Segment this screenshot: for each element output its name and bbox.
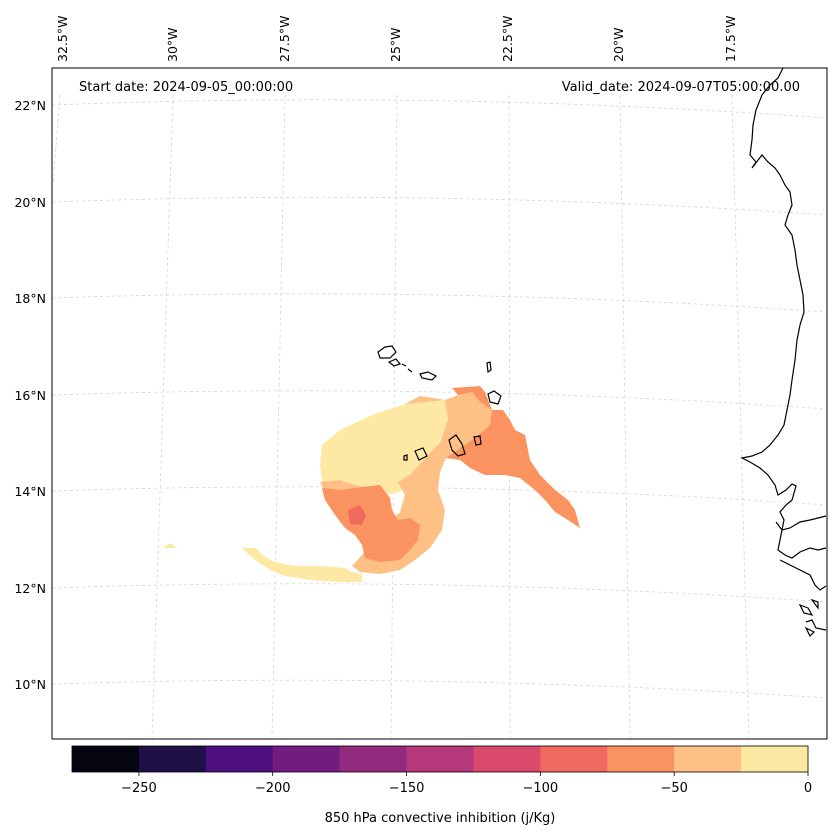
coast-guinea-bissau xyxy=(775,521,827,559)
colorbar-swatch xyxy=(607,746,675,772)
longitude-labels: 32.5°W 30°W 27.5°W 25°W 22.5°W 20°W 17.5… xyxy=(55,16,738,62)
lon-label: 20°W xyxy=(611,27,626,62)
meridian-22-5w xyxy=(508,94,511,740)
coast-sierra-leone xyxy=(804,619,827,638)
latitude-labels: 22°N 20°N 18°N 16°N 14°N 12°N 10°N xyxy=(14,98,46,692)
lat-label: 14°N xyxy=(14,484,46,499)
cabo-verde-fogo xyxy=(414,447,428,461)
african-coastline xyxy=(740,67,827,531)
meridian-27-5w xyxy=(271,94,286,740)
colorbar-swatch xyxy=(540,746,608,772)
meridian-20w xyxy=(619,94,631,740)
valid-date-annotation: Valid_date: 2024-09-07T05:00:00.00 xyxy=(562,80,800,95)
lat-label: 22°N xyxy=(14,98,46,113)
cabo-verde-santiago xyxy=(448,434,466,457)
lon-label: 25°W xyxy=(388,27,403,62)
graticule xyxy=(51,94,828,740)
cabo-verde-maio xyxy=(473,435,482,446)
lat-label: 20°N xyxy=(14,195,46,210)
contour-fill-0-to-25-speck xyxy=(163,543,177,548)
colorbar-tick-label: −150 xyxy=(389,781,425,796)
cin-contours xyxy=(163,386,580,582)
colorbar-swatch xyxy=(205,746,274,772)
coast-guinea xyxy=(779,559,827,591)
lon-label: 17.5°W xyxy=(723,16,738,62)
colorbar-swatch xyxy=(339,746,408,772)
lon-label: 32.5°W xyxy=(55,16,70,62)
cabo-verde-brava xyxy=(403,454,408,461)
lat-label: 12°N xyxy=(14,581,46,596)
meridian-30w xyxy=(151,94,174,740)
coastlines xyxy=(377,67,827,638)
colorbar-tick-label: −250 xyxy=(121,781,157,796)
parallel-12n xyxy=(51,583,828,603)
parallel-14n xyxy=(51,486,828,506)
cabo-verde-sao-nicolau-main xyxy=(419,371,438,381)
colorbar-tick-label: −200 xyxy=(255,781,291,796)
colorbar-swatches xyxy=(72,746,809,772)
parallel-16n xyxy=(51,390,828,410)
lon-label: 30°W xyxy=(165,27,180,62)
colorbar-ticks: −250 −200 −150 −100 −50 0 xyxy=(121,772,812,796)
contour-fill-0-to-25-tail xyxy=(242,548,362,582)
colorbar-swatch xyxy=(741,746,809,772)
lat-label: 18°N xyxy=(14,291,46,306)
parallel-18n xyxy=(51,293,828,313)
colorbar-tick-label: −50 xyxy=(660,781,687,796)
colorbar-tick-label: −100 xyxy=(523,781,559,796)
map-panel xyxy=(51,67,828,740)
cabo-verde-boa-vista xyxy=(487,390,502,405)
map-border xyxy=(51,67,828,740)
colorbar: −250 −200 −150 −100 −50 0 850 hPa convective … xyxy=(71,745,812,826)
meridian-17-5w xyxy=(731,94,750,740)
cabo-verde-sao-nicolau xyxy=(407,368,413,373)
meridian-25w xyxy=(390,94,398,740)
lon-label: 22.5°W xyxy=(500,16,515,62)
colorbar-swatch xyxy=(272,746,341,772)
contour-fill-50-to-75 xyxy=(446,386,580,528)
cabo-verde-santo-antao xyxy=(377,345,397,359)
cabo-verde-sal xyxy=(486,361,492,374)
parallel-22n xyxy=(51,99,828,119)
start-date-annotation: Start date: 2024-09-05_00:00:00 xyxy=(79,80,293,95)
colorbar-swatch xyxy=(72,746,140,772)
colorbar-swatch xyxy=(473,746,541,772)
colorbar-swatch xyxy=(674,746,742,772)
colorbar-tick-label: 0 xyxy=(804,781,812,796)
lon-label: 27.5°W xyxy=(277,16,292,62)
cabo-verde-santa-luzia xyxy=(401,363,407,367)
contour-fill-75-to-100 xyxy=(348,505,366,525)
parallel-10n xyxy=(51,679,828,699)
coast-islands-bijagos xyxy=(798,598,819,616)
lat-label: 16°N xyxy=(14,388,46,403)
colorbar-label: 850 hPa convective inhibition (j/Kg) xyxy=(325,811,556,826)
cabo-verde-sao-vicente xyxy=(387,358,402,367)
colorbar-border xyxy=(71,745,809,773)
colorbar-swatch xyxy=(406,746,475,772)
colorbar-swatch xyxy=(138,746,207,772)
contour-fill-50-to-75-core xyxy=(322,485,420,562)
lat-label: 10°N xyxy=(14,677,46,692)
parallel-20n xyxy=(51,196,828,216)
